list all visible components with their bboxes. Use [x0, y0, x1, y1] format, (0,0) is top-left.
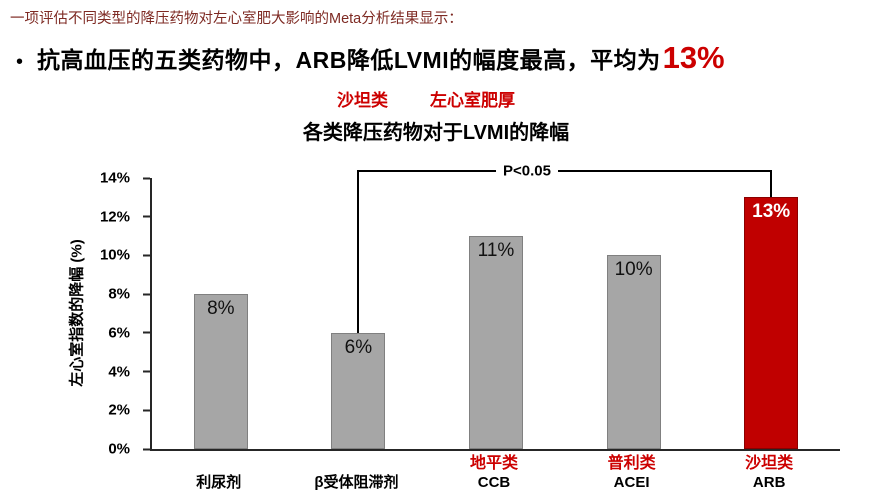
bullet-marker: •: [16, 51, 24, 73]
bar-value-label: 10%: [614, 259, 653, 281]
significance-bracket-top: [358, 170, 772, 172]
bar-ccb: 11%: [468, 236, 523, 449]
x-label-diuretic: 利尿剂: [150, 453, 288, 491]
y-tick-6: 6%: [70, 324, 150, 341]
y-tick-0: 0%: [70, 441, 150, 458]
x-sublabel-red: 普利类: [607, 455, 656, 472]
significance-bracket-right: [770, 170, 773, 198]
y-tick-10: 10%: [70, 247, 150, 264]
x-label-ccb: 地平类 CCB: [425, 453, 563, 491]
bar-beta-blocker: 6%: [331, 332, 386, 449]
bar-value-label: 13%: [752, 201, 791, 223]
x-sublabel-red: 沙坦类: [745, 455, 794, 472]
y-tick-14: 14%: [70, 170, 150, 187]
plot-area: P<0.05 8% 6% 11% 10% 13%: [150, 162, 840, 451]
bar-value-label: 8%: [207, 298, 235, 320]
x-category-label: β受体阻滞剂: [314, 474, 399, 491]
bar-value-label: 6%: [344, 336, 373, 358]
bullet-point: • 抗高血压的五类药物中，ARB降低LVMI的幅度最高，平均为 13%: [16, 40, 725, 76]
y-tick-8: 8%: [70, 286, 150, 303]
bar-value-label: 11%: [477, 240, 515, 262]
significance-label: P<0.05: [495, 162, 558, 180]
x-sublabel-red: [288, 453, 426, 474]
x-axis-labels: 利尿剂 β受体阻滞剂 地平类 CCB 普利类 ACEI 沙坦类 ARB: [150, 453, 838, 491]
significance-bracket-left: [357, 170, 360, 333]
bar-acei: 10%: [606, 255, 661, 449]
annotation-satan-class: 沙坦类: [337, 91, 388, 110]
bar-diuretic: 8%: [193, 294, 248, 449]
bar-group-acei: 10%: [565, 178, 703, 449]
bar-arb-highlight: 13%: [744, 197, 799, 449]
x-label-acei: 普利类 ACEI: [563, 453, 701, 491]
x-category-label: ACEI: [613, 474, 650, 491]
x-label-beta-blocker: β受体阻滞剂: [288, 453, 426, 491]
chart-title: 各类降压药物对于LVMI的降幅: [302, 122, 570, 144]
bar-group-beta-blocker: 6%: [290, 178, 428, 449]
y-tick-4: 4%: [70, 363, 150, 380]
x-sublabel-red: 地平类: [469, 455, 518, 472]
x-category-label: 利尿剂: [196, 474, 242, 491]
intro-text: 一项评估不同类型的降压药物对左心室肥大影响的Meta分析结果显示：: [10, 11, 463, 27]
x-label-arb: 沙坦类 ARB: [700, 453, 838, 491]
bar-group-ccb: 11%: [427, 178, 565, 449]
x-category-label: ARB: [752, 474, 786, 491]
bar-group-diuretic: 8%: [152, 178, 290, 449]
bar-group-arb: 13%: [702, 178, 840, 449]
bullet-text: 抗高血压的五类药物中，ARB降低LVMI的幅度最高，平均为: [37, 47, 661, 73]
x-sublabel-red: [150, 453, 288, 474]
x-category-label: CCB: [477, 474, 511, 491]
y-axis-ticks: 0% 2% 4% 6% 8% 10% 12% 14%: [70, 170, 150, 458]
y-tick-12: 12%: [70, 208, 150, 225]
annotation-lvh: 左心室肥厚: [430, 91, 515, 110]
y-tick-2: 2%: [70, 402, 150, 419]
bullet-highlight-value: 13%: [662, 40, 725, 75]
